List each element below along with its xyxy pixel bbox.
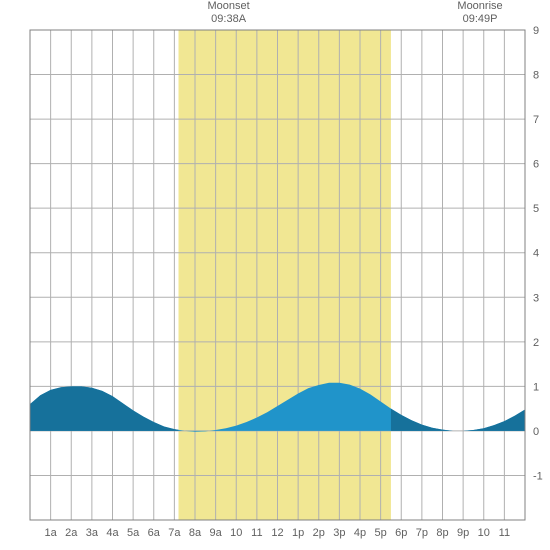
svg-text:8a: 8a [189, 527, 202, 539]
svg-text:6p: 6p [395, 527, 407, 539]
svg-text:11: 11 [499, 527, 510, 539]
svg-text:4: 4 [533, 248, 539, 260]
svg-text:1a: 1a [45, 527, 58, 539]
svg-text:12: 12 [271, 527, 283, 539]
svg-text:6: 6 [533, 159, 539, 171]
svg-text:9a: 9a [210, 527, 223, 539]
svg-text:0: 0 [533, 426, 539, 438]
moonrise-label: Moonrise 09:49P [450, 0, 510, 26]
svg-text:10: 10 [478, 527, 490, 539]
moonset-title: Moonset [199, 0, 259, 13]
svg-text:7p: 7p [416, 527, 428, 539]
svg-text:9: 9 [533, 25, 539, 37]
moonrise-title: Moonrise [450, 0, 510, 13]
svg-text:2p: 2p [313, 527, 325, 539]
svg-text:8: 8 [533, 70, 539, 82]
svg-text:7a: 7a [168, 527, 181, 539]
svg-text:10: 10 [230, 527, 242, 539]
moonset-label: Moonset 09:38A [199, 0, 259, 26]
moonrise-time: 09:49P [450, 13, 510, 26]
svg-text:8p: 8p [436, 527, 448, 539]
chart-svg: 1a2a3a4a5a6a7a8a9a1011121p2p3p4p5p6p7p8p… [0, 0, 550, 550]
tide-chart: 1a2a3a4a5a6a7a8a9a1011121p2p3p4p5p6p7p8p… [0, 0, 550, 550]
svg-text:6a: 6a [148, 527, 161, 539]
svg-text:2a: 2a [65, 527, 78, 539]
svg-text:11: 11 [251, 527, 262, 539]
svg-text:4p: 4p [354, 527, 366, 539]
svg-text:1: 1 [533, 381, 539, 393]
moonset-time: 09:38A [199, 13, 259, 26]
svg-text:2: 2 [533, 337, 539, 349]
svg-text:3p: 3p [333, 527, 345, 539]
svg-text:1p: 1p [292, 527, 304, 539]
svg-text:3: 3 [533, 292, 539, 304]
svg-text:7: 7 [533, 114, 539, 126]
svg-text:-1: -1 [533, 470, 543, 482]
svg-text:5a: 5a [127, 527, 140, 539]
svg-text:5p: 5p [375, 527, 387, 539]
svg-text:3a: 3a [86, 527, 99, 539]
svg-text:9p: 9p [457, 527, 469, 539]
svg-text:4a: 4a [106, 527, 119, 539]
svg-text:5: 5 [533, 203, 539, 215]
